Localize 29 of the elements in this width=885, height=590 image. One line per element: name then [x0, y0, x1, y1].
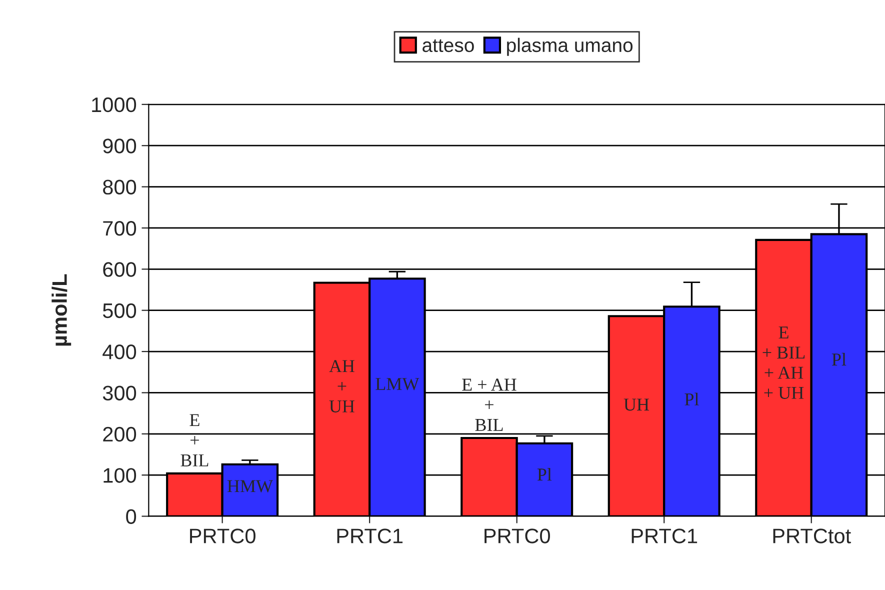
y-tick-label: 200: [103, 426, 136, 442]
x-tick-label: PRTC1: [632, 528, 698, 544]
annotation: Pl: [684, 392, 699, 406]
annotation: Pl: [537, 468, 552, 480]
y-tick-label: 800: [103, 180, 136, 195]
annotation: E + AH + BIL: [462, 378, 516, 431]
y-tick-label: 1000: [92, 97, 136, 112]
annotation: E + BIL + AH + UH: [762, 326, 805, 399]
x-tick-label: PRTCtot: [773, 528, 851, 544]
legend-label: atteso: [422, 39, 474, 52]
annotation: E + BIL: [180, 414, 208, 466]
y-tick-label: 900: [103, 138, 136, 154]
y-tick-label: 300: [102, 386, 136, 400]
y-tick-label: 400: [102, 344, 136, 360]
annotation: LMW: [376, 378, 420, 390]
annotation: AH + UH: [329, 360, 354, 412]
y-axis-title: µmoli/L: [52, 274, 72, 346]
y-tick-label: 600: [103, 262, 136, 277]
annotation: HMW: [227, 480, 273, 492]
legend-label: plasma umano: [507, 38, 633, 56]
annotation: Pl: [832, 352, 846, 366]
annotation: UH: [624, 398, 649, 411]
y-tick-label: 100: [104, 468, 136, 483]
y-tick-label: 700: [103, 220, 136, 236]
x-tick-label: PRTC1: [337, 528, 403, 544]
x-tick-label: PRTC0: [484, 528, 550, 544]
y-tick-label: 0: [126, 509, 136, 524]
x-tick-label: PRTC0: [190, 528, 256, 544]
y-tick-label: 500: [102, 303, 136, 318]
